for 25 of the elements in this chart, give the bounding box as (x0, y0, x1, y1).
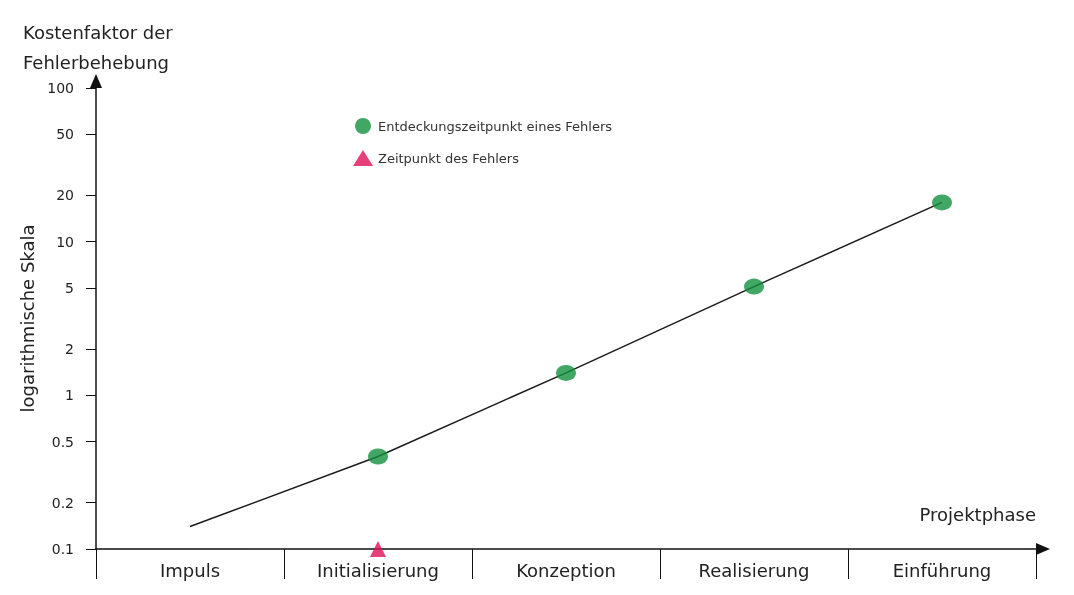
x-tick-label: Impuls (159, 559, 221, 581)
x-tick-label: Realisierung (698, 559, 810, 581)
y-tick-label: 20 (56, 187, 74, 204)
y-tick-label: 5 (65, 279, 74, 296)
y-tick-label: 0.5 (51, 433, 74, 450)
y-tick-label: 1 (65, 387, 74, 404)
y-tick-label: 0.2 (51, 494, 74, 511)
chart-title: Kostenfaktor der Fehlerbehebung (23, 21, 179, 73)
y-tick-label: 100 (47, 80, 74, 96)
legend-label: Entdeckungszeitpunkt eines Fehlers (378, 118, 613, 134)
y-axis-title: logarithmische Skala (16, 224, 38, 413)
y-tick-label: 0.1 (51, 541, 74, 557)
legend-label: Zeitpunkt des Fehlers (378, 150, 520, 166)
y-tick-label: 2 (65, 341, 74, 358)
y-tick-label: 50 (56, 126, 74, 143)
x-axis-title: Projektphase (919, 503, 1036, 525)
point (744, 278, 764, 295)
point (932, 194, 952, 211)
point (368, 448, 388, 465)
point (556, 364, 576, 381)
point (370, 541, 386, 557)
y-tick-label: 10 (56, 233, 74, 250)
x-tick-label: Initialisierung (317, 559, 439, 581)
x-tick-label: Einführung (892, 559, 992, 581)
x-tick-label: Konzeption (516, 559, 616, 581)
